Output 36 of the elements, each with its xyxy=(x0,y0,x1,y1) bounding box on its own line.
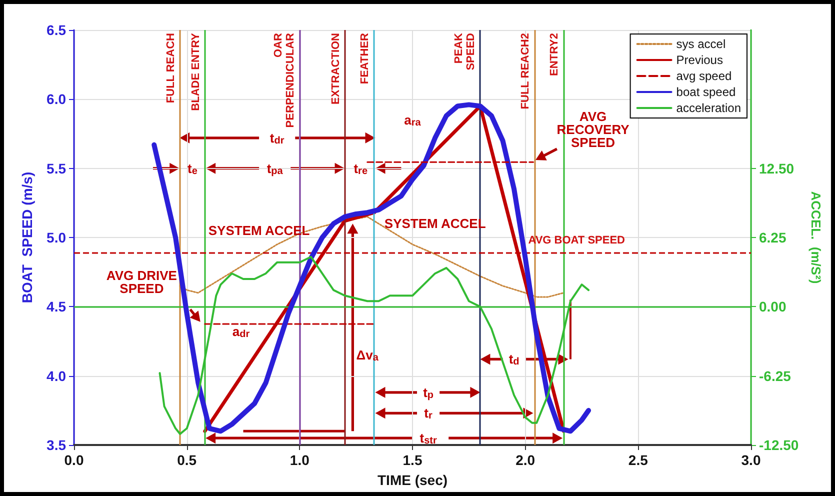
y-tick-label: 6.0 xyxy=(46,91,66,108)
ref-line-label: BLADE ENTRY xyxy=(190,32,202,111)
y-tick-label: 3.5 xyxy=(46,437,66,453)
y2-tick-label: -12.50 xyxy=(759,437,799,453)
legend-label: avg speed xyxy=(676,69,732,83)
ref-line-label: ENTRY2 xyxy=(548,33,561,76)
ref-line-label: FULL REACH xyxy=(165,32,178,104)
ref-line-label: OAR PERPENDICULAR xyxy=(272,32,297,128)
ref-line-label: PEAK SPEED xyxy=(453,32,478,70)
x-tick-label: 0.0 xyxy=(64,452,84,468)
x-tick-label: 2.5 xyxy=(628,452,648,468)
annotation: AVG DRIVE SPEED xyxy=(106,268,178,296)
y2-tick-label: 12.50 xyxy=(759,160,794,176)
ref-line-label: FULL REACH2 xyxy=(519,33,532,110)
y-axis-title: BOAT SPEED (m/s) xyxy=(19,172,35,304)
legend-label: Previous xyxy=(676,53,723,67)
y-tick-label: 5.5 xyxy=(46,160,66,176)
y2-tick-label: -6.25 xyxy=(759,368,792,384)
x-axis-title: TIME (sec) xyxy=(377,472,448,488)
x-tick-label: 1.5 xyxy=(402,452,422,468)
legend-label: sys accel xyxy=(676,37,726,51)
x-tick-label: 0.5 xyxy=(177,452,197,468)
ref-line-label: FEATHER xyxy=(359,32,372,84)
y2-axis-title: ACCEL. (m/S²) xyxy=(808,191,824,284)
x-tick-label: 3.0 xyxy=(741,452,761,468)
x-tick-label: 2.0 xyxy=(516,452,536,468)
x-tick-label: 1.0 xyxy=(290,452,310,468)
legend-label: acceleration xyxy=(676,101,742,115)
y-tick-label: 4.5 xyxy=(46,298,66,315)
y-tick-label: 5.0 xyxy=(46,230,66,246)
y-tick-label: 4.0 xyxy=(46,368,66,384)
legend-label: boat speed xyxy=(676,85,736,99)
ref-line-label: EXTRACTION xyxy=(330,32,342,104)
y2-tick-label: 0.00 xyxy=(759,298,786,315)
y2-tick-label: 6.25 xyxy=(759,230,786,246)
y-tick-label: 6.5 xyxy=(46,22,66,38)
